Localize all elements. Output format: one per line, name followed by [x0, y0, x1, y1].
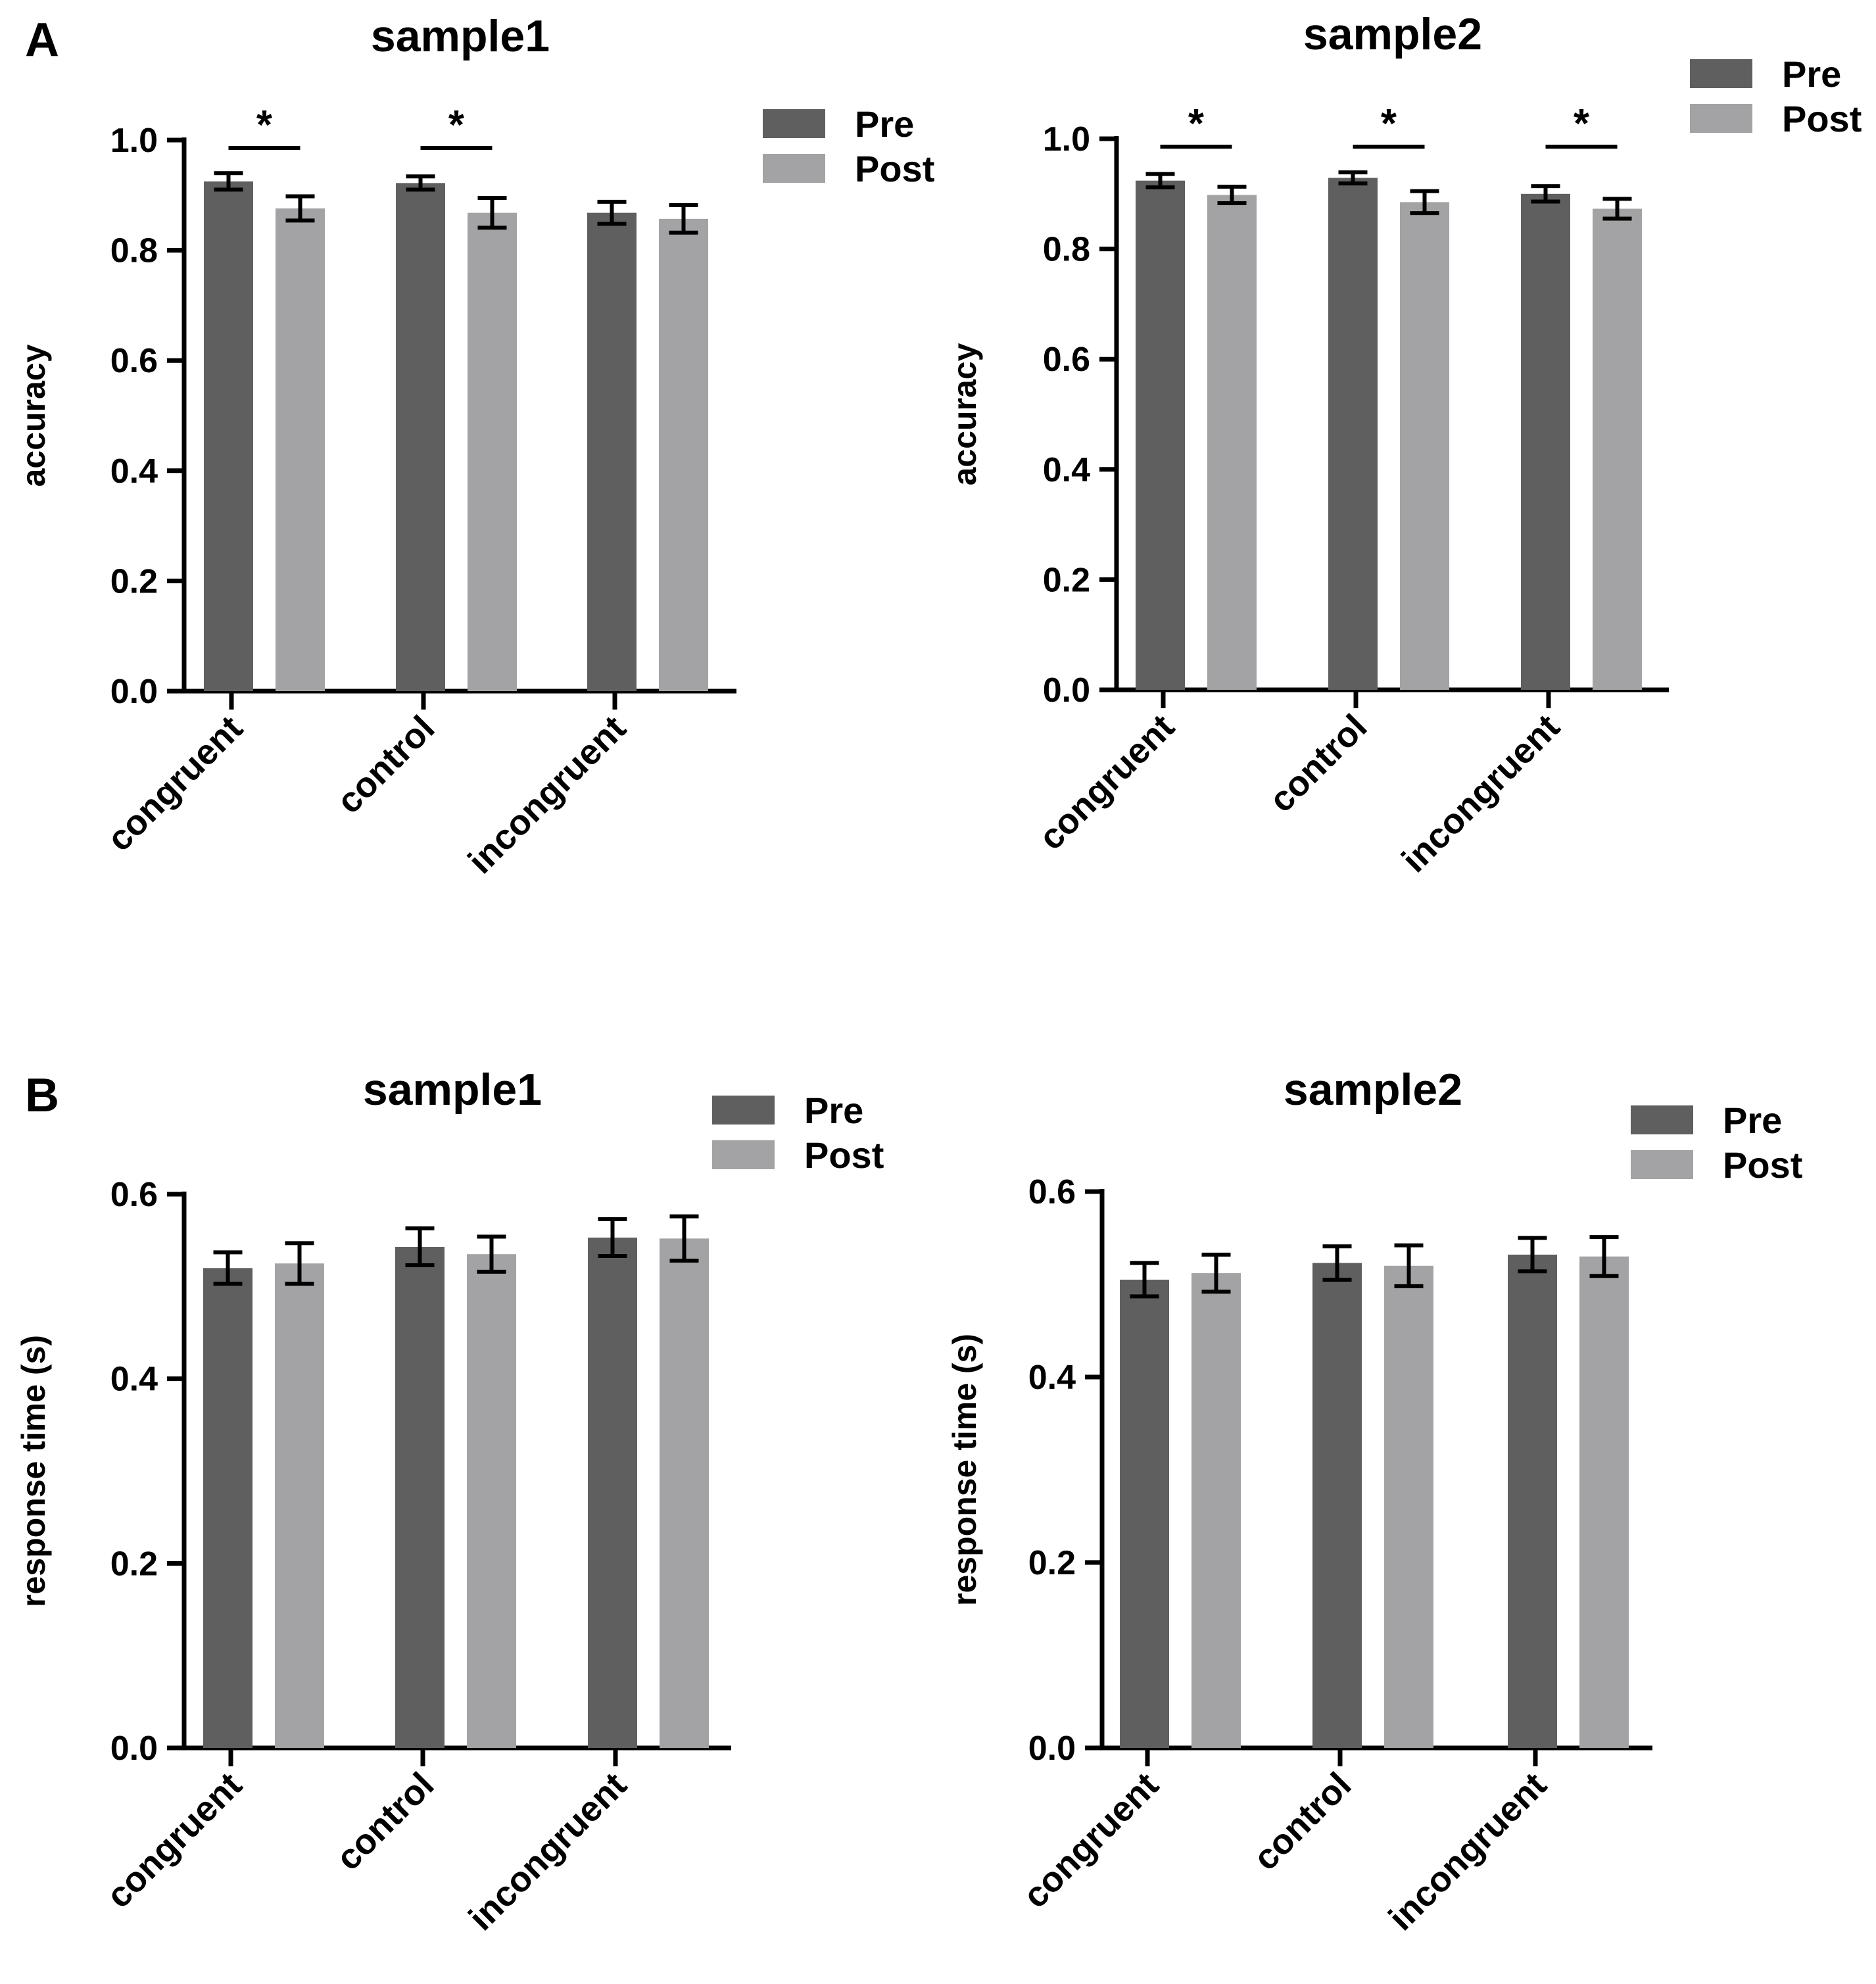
bar-pre-congruent — [1136, 180, 1185, 690]
bar-post-congruent — [1191, 1273, 1241, 1748]
bar-post-incongruent — [1593, 208, 1642, 690]
bar-post-incongruent — [659, 218, 708, 692]
legend-swatch-pre — [763, 109, 825, 138]
legend-swatch-pre — [1631, 1105, 1693, 1134]
y-axis-label: response time (s) — [946, 1334, 983, 1606]
bar-pre-incongruent — [1508, 1254, 1557, 1748]
legend-label-post: Post — [804, 1134, 884, 1176]
bar-post-congruent — [275, 1263, 324, 1748]
y-tick-label: 0.2 — [1043, 561, 1090, 599]
legend-swatch-pre — [712, 1096, 775, 1125]
y-axis-label: accuracy — [946, 343, 983, 485]
bar-pre-control — [395, 1246, 445, 1748]
bar-post-incongruent — [660, 1238, 709, 1748]
panel-label-a: A — [25, 14, 59, 66]
legend-swatch-post — [1690, 104, 1752, 133]
significance-star: * — [1188, 101, 1205, 147]
y-tick-label: 0.6 — [1028, 1173, 1076, 1211]
bar-pre-congruent — [1120, 1279, 1169, 1748]
y-tick-label: 0.0 — [1043, 671, 1090, 710]
bar-post-congruent — [276, 208, 325, 691]
bar-pre-incongruent — [587, 212, 637, 692]
bar-pre-incongruent — [1521, 193, 1570, 690]
y-tick-label: 0.4 — [1043, 451, 1090, 489]
chart-title: sample1 — [371, 11, 550, 61]
legend-label-post: Post — [1782, 98, 1862, 139]
y-tick-label: 0.4 — [1028, 1359, 1076, 1397]
bar-post-incongruent — [1579, 1256, 1629, 1748]
bar-pre-congruent — [203, 1268, 253, 1748]
panel-label-b: B — [25, 1069, 59, 1122]
bar-post-control — [467, 1254, 516, 1748]
y-tick-label: 0.0 — [110, 673, 158, 711]
bar-pre-incongruent — [588, 1237, 637, 1748]
legend-swatch-post — [712, 1140, 775, 1169]
y-axis-label: response time (s) — [15, 1335, 52, 1607]
chart-title: sample2 — [1303, 9, 1482, 59]
y-axis-label: accuracy — [15, 344, 52, 487]
legend-label-pre: Pre — [855, 103, 914, 145]
x-tick-label-incongruent: incongruent — [1381, 1765, 1554, 1938]
legend-label-post: Post — [1723, 1144, 1802, 1186]
chart-title: sample1 — [363, 1065, 542, 1115]
bar-pre-control — [1328, 178, 1378, 690]
y-tick-label: 0.4 — [110, 1361, 158, 1399]
bar-pre-congruent — [204, 181, 253, 692]
bar-post-control — [1400, 202, 1449, 690]
bar-pre-control — [1312, 1263, 1362, 1748]
significance-star: * — [1574, 101, 1590, 147]
chart-title: sample2 — [1284, 1065, 1462, 1115]
bar-pre-control — [396, 183, 445, 691]
y-tick-label: 0.0 — [1028, 1730, 1076, 1768]
y-tick-label: 0.4 — [110, 452, 158, 491]
legend-label-pre: Pre — [1782, 53, 1841, 95]
y-tick-label: 0.6 — [110, 342, 158, 380]
significance-star: * — [1381, 101, 1397, 147]
y-tick-label: 0.2 — [110, 1545, 158, 1583]
y-tick-label: 1.0 — [110, 122, 158, 160]
x-tick-label-control: control — [1246, 1765, 1359, 1878]
legend-label-post: Post — [855, 148, 934, 189]
y-tick-label: 1.0 — [1043, 120, 1090, 158]
y-tick-label: 0.0 — [110, 1730, 158, 1768]
x-tick-label-congruent: congruent — [1015, 1765, 1166, 1916]
bar-post-control — [1384, 1265, 1433, 1748]
legend-swatch-post — [763, 154, 825, 183]
bar-post-control — [468, 212, 517, 692]
legend-swatch-post — [1631, 1150, 1693, 1179]
y-tick-label: 0.6 — [110, 1176, 158, 1214]
y-tick-label: 0.8 — [1043, 231, 1090, 269]
y-tick-label: 0.8 — [110, 232, 158, 270]
y-tick-label: 0.6 — [1043, 341, 1090, 379]
legend-label-pre: Pre — [1723, 1100, 1782, 1141]
significance-star: * — [448, 103, 465, 148]
legend-swatch-pre — [1690, 59, 1752, 88]
y-tick-label: 0.2 — [1028, 1544, 1076, 1582]
y-tick-label: 0.2 — [110, 562, 158, 600]
bar-post-congruent — [1207, 195, 1257, 690]
significance-star: * — [256, 103, 273, 148]
legend-label-pre: Pre — [804, 1090, 863, 1131]
